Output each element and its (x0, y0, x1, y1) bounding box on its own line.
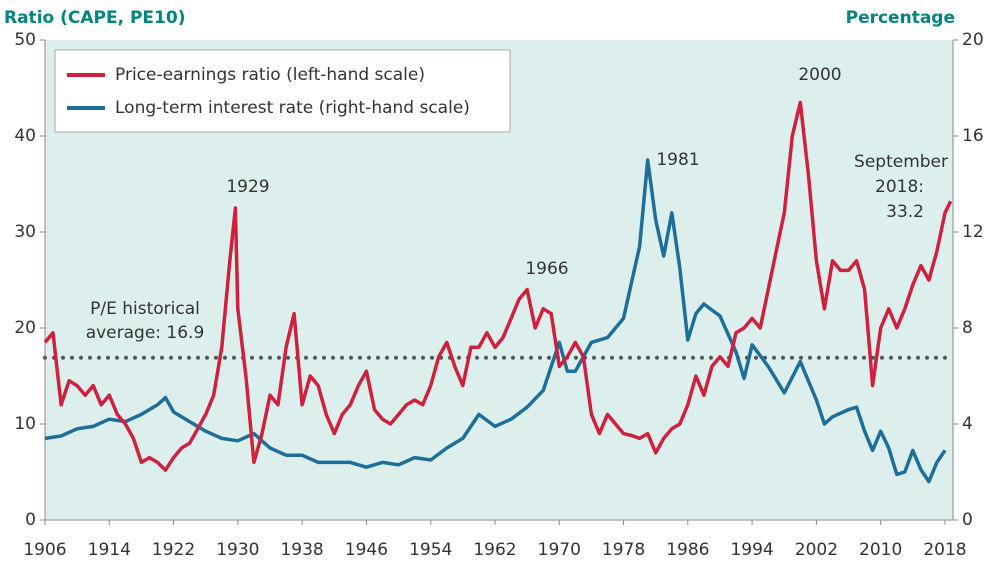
x-tick-label: 1970 (538, 540, 581, 560)
y2-tick-label: 16 (962, 126, 984, 146)
annotation: 1929 (226, 177, 269, 197)
x-tick-label: 1946 (345, 540, 388, 560)
legend: Price-earnings ratio (left-hand scale) Lo… (54, 49, 511, 133)
y2-tick-label: 4 (962, 414, 973, 434)
x-tick-label: 1906 (23, 540, 66, 560)
legend-label: Price-earnings ratio (left-hand scale) (115, 65, 425, 85)
y2-axis-title: Percentage (846, 8, 955, 28)
y-tick-label: 10 (14, 414, 36, 434)
x-tick-label: 1954 (409, 540, 452, 560)
y2-tick-label: 8 (962, 318, 973, 338)
x-tick-label: 2002 (795, 540, 838, 560)
annotation: 33.2 (886, 202, 924, 222)
y2-tick-label: 12 (962, 222, 984, 242)
annotation: 2018: (875, 177, 924, 197)
y-tick-label: 20 (14, 318, 36, 338)
series-line (44, 158, 947, 484)
annotation: September (854, 152, 948, 172)
y2-tick-label: 0 (962, 510, 973, 530)
y-tick-label: 0 (25, 510, 36, 530)
y-tick-label: 40 (14, 126, 36, 146)
x-tick-label: 1962 (473, 540, 516, 560)
annotation: 2000 (798, 65, 841, 85)
y-tick-label: 50 (14, 30, 36, 50)
y-tick-label: 30 (14, 222, 36, 242)
y2-tick-label: 20 (962, 30, 984, 50)
annotation: 1966 (525, 259, 568, 279)
x-tick-label: 1914 (88, 540, 131, 560)
reference-label: average: 16.9 (86, 323, 205, 343)
x-tick-label: 1938 (280, 540, 323, 560)
x-tick-label: 2018 (923, 540, 966, 560)
legend-box (54, 49, 511, 133)
x-tick-label: 1922 (152, 540, 195, 560)
annotation: 1981 (656, 150, 699, 170)
x-tick-label: 1986 (666, 540, 709, 560)
y-axis-title: Ratio (CAPE, PE10) (4, 8, 185, 28)
legend-label: Long-term interest rate (right-hand scal… (115, 98, 470, 118)
series-line (43, 100, 953, 472)
reference-label: P/E historical (90, 299, 200, 319)
x-tick-label: 1994 (730, 540, 773, 560)
x-tick-label: 1978 (602, 540, 645, 560)
x-tick-label: 1930 (216, 540, 259, 560)
x-tick-label: 2010 (859, 540, 902, 560)
